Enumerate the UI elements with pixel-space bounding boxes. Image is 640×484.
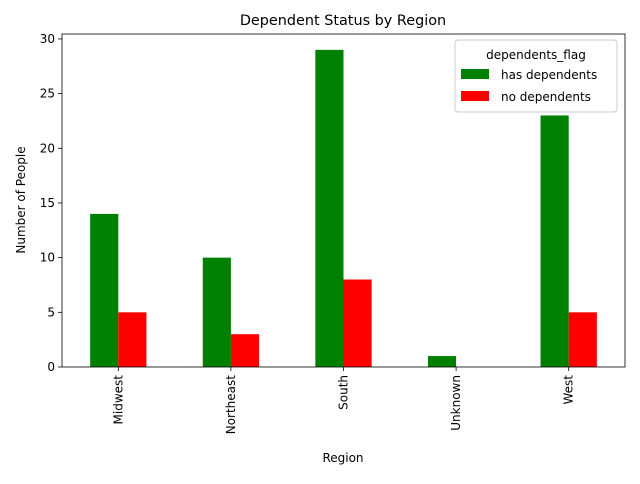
- legend-swatch-no-dependents: [461, 91, 489, 101]
- legend-label-no-dependents: no dependents: [501, 90, 591, 104]
- legend-swatch-has-dependents: [461, 69, 489, 79]
- legend-title: dependents_flag: [486, 48, 586, 62]
- legend: dependents_flag has dependents no depend…: [454, 39, 618, 113]
- plot-frame: [61, 33, 626, 368]
- y-tick-label: 15: [40, 196, 55, 210]
- y-axis: 0 5 10 15 20 25 30: [40, 32, 62, 374]
- bar-midwest-no-dependents: [118, 312, 147, 367]
- y-tick-label: 25: [40, 87, 55, 101]
- y-axis-label: Number of People: [14, 146, 28, 253]
- x-tick-label-midwest: Midwest: [111, 375, 125, 425]
- chart-title: Dependent Status by Region: [240, 13, 446, 29]
- bar-midwest-has-dependents: [90, 213, 119, 367]
- bars-layer: [90, 49, 597, 368]
- x-axis: Midwest Northeast South Unknown West: [111, 367, 576, 435]
- x-axis-label: Region: [322, 451, 363, 465]
- y-tick-label: 10: [40, 251, 55, 265]
- bar-west-no-dependents: [568, 312, 597, 367]
- bar-unknown-has-dependents: [427, 356, 457, 367]
- bar-south-has-dependents: [315, 49, 344, 368]
- bar-south-no-dependents: [343, 279, 372, 367]
- legend-label-has-dependents: has dependents: [501, 68, 597, 82]
- y-tick-label: 0: [47, 360, 55, 374]
- x-tick-label-south: South: [337, 375, 351, 410]
- y-tick-label: 30: [40, 32, 55, 46]
- x-tick-label-northeast: Northeast: [224, 375, 238, 435]
- x-tick-label-unknown: Unknown: [449, 375, 463, 431]
- y-tick-label: 5: [47, 305, 55, 319]
- x-tick-label-west: West: [562, 375, 576, 405]
- legend-box: [454, 39, 618, 113]
- y-tick-label: 20: [40, 141, 55, 155]
- bar-northeast-has-dependents: [202, 257, 231, 367]
- bar-northeast-no-dependents: [230, 334, 260, 367]
- bar-west-has-dependents: [540, 115, 569, 367]
